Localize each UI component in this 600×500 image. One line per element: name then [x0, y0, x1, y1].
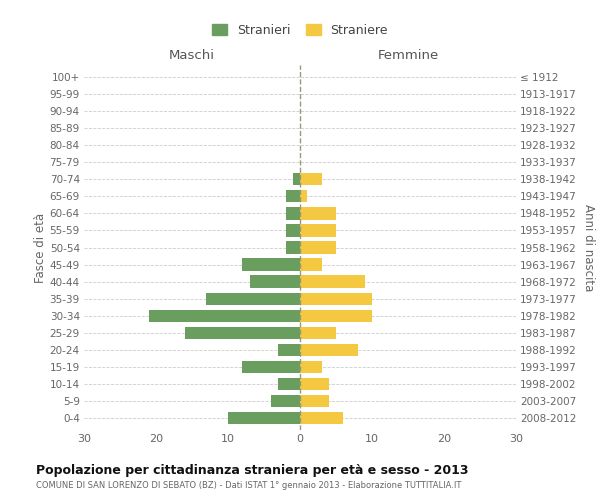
Bar [300, 276, 365, 288]
Legend: Stranieri, Straniere: Stranieri, Straniere [208, 20, 392, 40]
Bar [149, 310, 300, 322]
Bar [242, 258, 300, 270]
Bar [185, 326, 300, 339]
Bar [300, 412, 343, 424]
Bar [278, 378, 300, 390]
Bar [300, 292, 372, 305]
Bar [300, 326, 336, 339]
Bar [300, 378, 329, 390]
Y-axis label: Anni di nascita: Anni di nascita [583, 204, 595, 291]
Bar [206, 292, 300, 305]
Bar [250, 276, 300, 288]
Bar [271, 395, 300, 407]
Bar [300, 361, 322, 373]
Bar [300, 190, 307, 202]
Bar [286, 242, 300, 254]
Bar [278, 344, 300, 356]
Bar [300, 258, 322, 270]
Bar [286, 190, 300, 202]
Bar [300, 344, 358, 356]
Bar [300, 207, 336, 220]
Bar [228, 412, 300, 424]
Text: Femmine: Femmine [377, 50, 439, 62]
Bar [300, 242, 336, 254]
Bar [300, 310, 372, 322]
Text: Popolazione per cittadinanza straniera per età e sesso - 2013: Popolazione per cittadinanza straniera p… [36, 464, 469, 477]
Bar [300, 173, 322, 186]
Bar [300, 224, 336, 236]
Bar [286, 224, 300, 236]
Bar [286, 207, 300, 220]
Y-axis label: Fasce di età: Fasce di età [34, 212, 47, 282]
Text: COMUNE DI SAN LORENZO DI SEBATO (BZ) - Dati ISTAT 1° gennaio 2013 - Elaborazione: COMUNE DI SAN LORENZO DI SEBATO (BZ) - D… [36, 481, 461, 490]
Text: Maschi: Maschi [169, 50, 215, 62]
Bar [293, 173, 300, 186]
Bar [242, 361, 300, 373]
Bar [300, 395, 329, 407]
